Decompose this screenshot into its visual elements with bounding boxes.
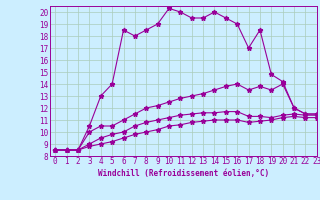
X-axis label: Windchill (Refroidissement éolien,°C): Windchill (Refroidissement éolien,°C) [98,169,269,178]
